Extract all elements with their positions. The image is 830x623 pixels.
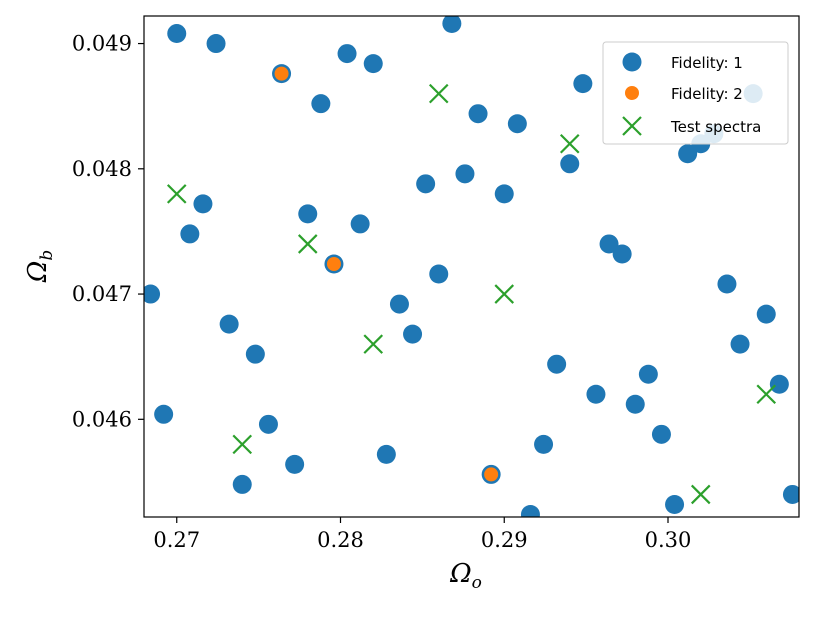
fidelity-1-point (219, 314, 239, 334)
fidelity-1-point (403, 324, 423, 344)
fidelity-1-point (625, 394, 645, 414)
fidelity-1-point (337, 44, 357, 64)
fidelity-1-point (285, 454, 305, 474)
fidelity-1-point (665, 494, 685, 514)
fidelity-2-point (326, 256, 341, 271)
fidelity-1-point (717, 274, 737, 294)
legend-marker-fidelity-1 (622, 52, 642, 72)
fidelity-1-point (442, 16, 462, 34)
x-tick-label: 0.29 (481, 528, 528, 552)
fidelity-1-point (376, 444, 396, 464)
y-axis-ticks: 0.046 0.047 0.048 0.049 (72, 32, 144, 431)
legend-marker-test-spectra (622, 116, 642, 136)
legend-marker-fidelity-2 (625, 86, 639, 100)
test-spectra-point (756, 384, 777, 405)
legend: Fidelity: 1 Fidelity: 2 Test spectra (602, 41, 789, 145)
fidelity-1-point (206, 34, 226, 54)
x-tick-label: 0.30 (645, 528, 692, 552)
test-spectra-point (428, 83, 449, 104)
fidelity-1-point (180, 224, 200, 244)
x-axis-label: Ωo (449, 559, 482, 593)
legend-box (602, 41, 789, 145)
x-tick-label: 0.28 (317, 528, 364, 552)
fidelity-2-point (484, 467, 499, 482)
fidelity-2-point (274, 66, 289, 81)
y-axis-label: Ωb (23, 250, 57, 283)
fidelity-1-point (363, 54, 383, 74)
y-tick-label: 0.049 (72, 32, 132, 56)
test-spectra-point (363, 334, 384, 354)
fidelity-1-point (245, 344, 265, 364)
plot-frame (143, 15, 800, 518)
fidelity-1-point (232, 474, 252, 494)
test-spectra-point (166, 184, 187, 204)
fidelity-1-point (651, 424, 671, 444)
x-tick-label: 0.27 (153, 528, 200, 552)
fidelity-1-point (520, 504, 540, 517)
fidelity-1-point (311, 94, 331, 114)
test-spectra-point (232, 434, 253, 455)
fidelity-1-point (455, 164, 475, 184)
fidelity-1-point (494, 184, 514, 204)
legend-label-fidelity-1: Fidelity: 1 (671, 54, 743, 72)
test-spectra-point (297, 234, 318, 254)
fidelity-1-point (560, 154, 580, 174)
fidelity-1-point (730, 334, 750, 354)
fidelity-1-point (429, 264, 449, 284)
fidelity-1-point (547, 354, 567, 374)
fidelity-1-point (612, 244, 632, 264)
fidelity-1-point (154, 404, 174, 424)
fidelity-1-point (167, 24, 187, 44)
fidelity-1-point (389, 294, 409, 314)
fidelity-1-point (534, 434, 554, 454)
test-spectra-point (559, 133, 580, 154)
fidelity-1-point (193, 194, 213, 214)
fidelity-1-point (756, 304, 776, 324)
x-axis-ticks: 0.27 0.28 0.29 0.30 (153, 517, 691, 552)
fidelity-1-point (144, 284, 161, 304)
fidelity-1-point (678, 144, 698, 164)
fidelity-1-point (573, 74, 593, 94)
fidelity-1-point (638, 364, 658, 384)
fidelity-1-point (599, 234, 619, 254)
legend-label-test-spectra: Test spectra (670, 118, 761, 136)
y-tick-label: 0.048 (72, 157, 132, 181)
fidelity-1-point (507, 114, 527, 134)
fidelity-1-point (586, 384, 606, 404)
fidelity-1-point (468, 104, 488, 124)
fidelity-1-point (769, 374, 789, 394)
fidelity-1-point (782, 484, 799, 504)
fidelity-1-point (298, 204, 318, 224)
test-spectra-point (494, 284, 515, 304)
y-tick-label: 0.046 (72, 407, 132, 431)
fidelity-1-point (350, 214, 370, 234)
fidelity-1-point (258, 414, 278, 434)
fidelity-1-point (416, 174, 436, 194)
test-spectra-point (690, 484, 711, 505)
y-tick-label: 0.047 (72, 282, 132, 306)
legend-label-fidelity-2: Fidelity: 2 (671, 85, 743, 103)
